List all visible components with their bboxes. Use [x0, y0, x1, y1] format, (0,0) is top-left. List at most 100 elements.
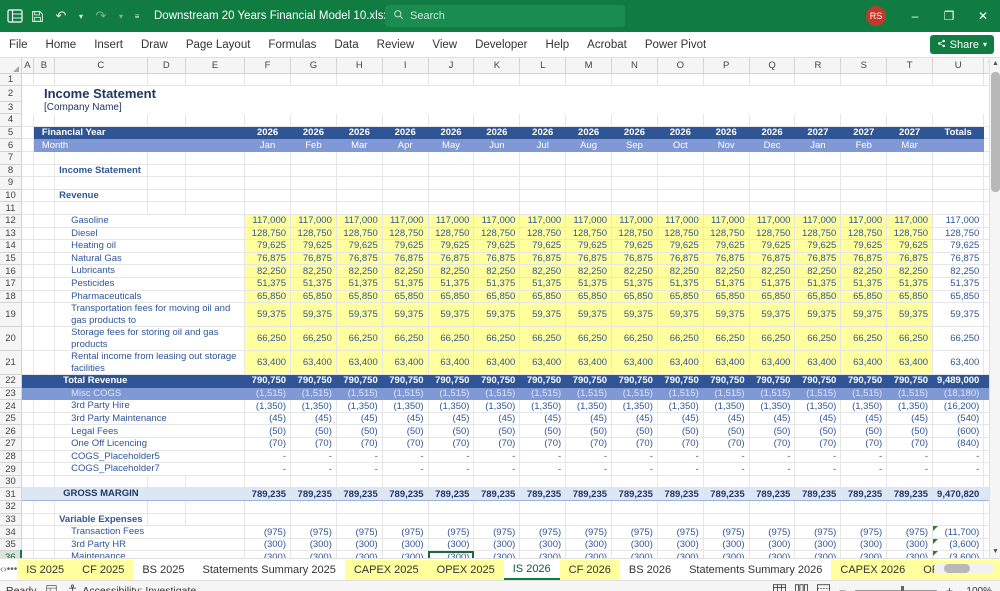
table-row[interactable]: 26 Legal Fees (50) (50) (50) (50) (50) (50) (50)… [0, 424, 1000, 439]
cell-L17[interactable]: 51,375 [519, 277, 567, 291]
ribbon-tab-insert[interactable]: Insert [94, 38, 123, 51]
cell-N12[interactable]: 117,000 [611, 214, 658, 228]
cell-P9[interactable] [703, 176, 750, 190]
cell-S35[interactable]: (300) [840, 538, 888, 552]
cell-S25[interactable]: (45) [840, 412, 888, 426]
cell-S23[interactable]: (1,515) [840, 387, 888, 401]
cell-R23[interactable]: (1,515) [794, 387, 842, 401]
cell-U21[interactable]: 63,400 [932, 350, 985, 376]
cell-K23[interactable]: (1,515) [473, 387, 521, 401]
cell-T20[interactable]: 66,250 [886, 326, 934, 352]
ribbon-tab-draw[interactable]: Draw [140, 38, 168, 51]
cell-S28[interactable]: - [840, 450, 888, 464]
cell-F15[interactable]: 76,875 [244, 252, 292, 266]
column-header-c[interactable]: C [54, 58, 148, 74]
cell-M22[interactable]: 790,750 [565, 374, 613, 388]
column-header-i[interactable]: I [382, 58, 429, 74]
cell-R7[interactable] [794, 151, 842, 165]
cell-O9[interactable] [657, 176, 704, 190]
cell-A26[interactable] [21, 424, 34, 439]
cell-P15[interactable]: 76,875 [703, 252, 750, 266]
cell-G10[interactable] [290, 189, 337, 203]
cell-D7[interactable] [147, 151, 186, 165]
row-header-36[interactable]: 36 [0, 550, 23, 558]
cell-M4[interactable] [565, 113, 613, 127]
row-header-34[interactable]: 34 [0, 525, 22, 539]
cell-H14[interactable]: 79,625 [336, 239, 383, 253]
cell-F1[interactable] [244, 73, 292, 87]
row-header-15[interactable]: 15 [0, 252, 22, 266]
cell-T31[interactable]: 789,235 [886, 487, 934, 502]
cell-O28[interactable]: - [657, 450, 704, 464]
cell-K31[interactable]: 789,235 [473, 487, 521, 502]
cell-G1[interactable] [290, 73, 337, 87]
cell-M7[interactable] [565, 151, 613, 165]
cell-O31[interactable]: 789,235 [657, 487, 704, 502]
cell-F17[interactable]: 51,375 [244, 277, 292, 291]
row-header-35[interactable]: 35 [0, 538, 22, 552]
sheet-tab-opex-2025[interactable]: OPEX 2025 [427, 559, 504, 580]
cell-F34[interactable]: (975) [244, 525, 292, 539]
cell-G27[interactable]: (70) [290, 437, 337, 451]
cell-F29[interactable]: - [244, 462, 292, 476]
cell-F16[interactable]: 82,250 [244, 264, 292, 278]
cell-H29[interactable]: - [336, 462, 383, 476]
cell-S12[interactable]: 117,000 [840, 214, 888, 228]
cell-I7[interactable] [382, 151, 429, 165]
cell-P10[interactable] [703, 189, 750, 203]
cell-G24[interactable]: (1,350) [290, 399, 337, 413]
cell-F32[interactable] [244, 500, 292, 514]
cell-F30[interactable] [244, 475, 292, 489]
spreadsheet-grid[interactable]: ABCDEFGHIJKLMNOPQRSTUV12Income Statement… [0, 58, 1000, 558]
cell-T9[interactable] [886, 176, 934, 190]
cell-U1[interactable] [932, 73, 985, 87]
cell-F4[interactable] [244, 113, 292, 127]
cell-H9[interactable] [336, 176, 383, 190]
cell-B1[interactable] [33, 73, 56, 87]
cell-H28[interactable]: - [336, 450, 383, 464]
cell-I18[interactable]: 65,850 [382, 290, 429, 304]
table-row[interactable]: 35 3rd Party HR (300) (300) (300) (300) (300)(… [0, 538, 1000, 552]
cell-A32[interactable] [21, 500, 34, 514]
cell-O8[interactable] [657, 164, 704, 178]
cell-Q1[interactable] [749, 73, 796, 87]
cell-H31[interactable]: 789,235 [336, 487, 383, 502]
cell-P7[interactable] [703, 151, 750, 165]
table-row[interactable]: 10 Revenue [0, 189, 1000, 203]
cell-M32[interactable] [565, 500, 613, 514]
cell-O21[interactable]: 63,400 [657, 350, 704, 376]
cell-S6[interactable]: Feb [840, 138, 888, 152]
cell-L24[interactable]: (1,350) [519, 399, 567, 413]
cell-B12[interactable] [33, 214, 56, 228]
cell-O14[interactable]: 79,625 [657, 239, 704, 253]
cell-D1[interactable] [147, 73, 186, 87]
cell-Q30[interactable] [749, 475, 796, 489]
cell-T17[interactable]: 51,375 [886, 277, 934, 291]
cell-P34[interactable]: (975) [703, 525, 750, 539]
row-header-20[interactable]: 20 [0, 326, 22, 352]
cell-J16[interactable]: 82,250 [428, 264, 475, 278]
cell-G11[interactable] [290, 201, 337, 215]
cell-F22[interactable]: 790,750 [244, 374, 292, 388]
column-header-q[interactable]: Q [749, 58, 796, 74]
cell-O34[interactable]: (975) [657, 525, 704, 539]
cell-F31[interactable]: 789,235 [244, 487, 292, 502]
cell-R18[interactable]: 65,850 [794, 290, 842, 304]
cell-U26[interactable]: (600) [932, 424, 985, 439]
cell-J31[interactable]: 789,235 [428, 487, 475, 502]
cell-R9[interactable] [794, 176, 842, 190]
cell-P30[interactable] [703, 475, 750, 489]
cell-B35[interactable] [33, 538, 56, 552]
cell-T25[interactable]: (45) [886, 412, 934, 426]
cell-R10[interactable] [794, 189, 842, 203]
cell-G7[interactable] [290, 151, 337, 165]
cell-N33[interactable] [611, 513, 658, 527]
cell-L20[interactable]: 66,250 [519, 326, 567, 352]
cell-T28[interactable]: - [886, 450, 934, 464]
table-row[interactable]: 18 Pharmaceuticals 65,850 65,850 65,850 65,85… [0, 290, 1000, 304]
cell-H34[interactable]: (975) [336, 525, 383, 539]
ribbon-tab-developer[interactable]: Developer [475, 38, 528, 51]
cell-M21[interactable]: 63,400 [565, 350, 613, 376]
sheet-tab-cf-2026[interactable]: CF 2026 [559, 559, 620, 580]
table-row[interactable]: 4 [0, 113, 1000, 127]
